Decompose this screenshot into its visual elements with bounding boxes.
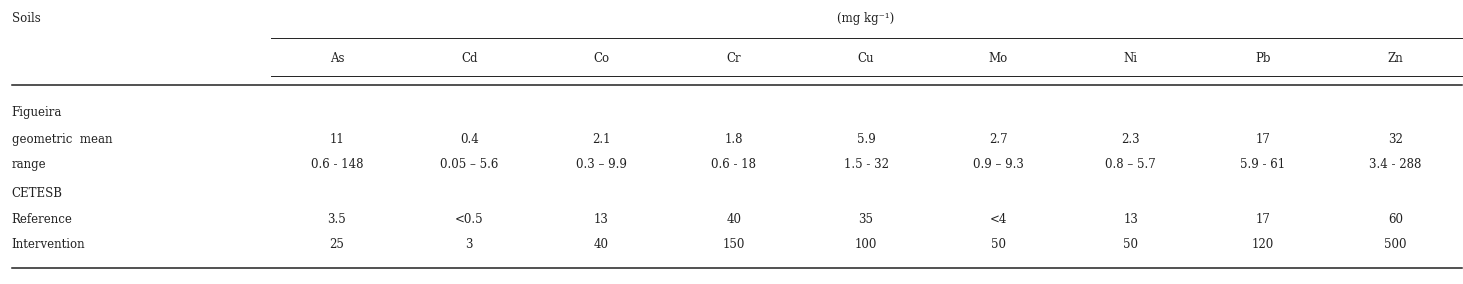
Text: (mg kg⁻¹): (mg kg⁻¹) — [837, 12, 895, 26]
Text: 5.9 - 61: 5.9 - 61 — [1241, 158, 1286, 172]
Text: Cr: Cr — [727, 52, 742, 65]
Text: 2.7: 2.7 — [989, 133, 1008, 146]
Text: Intervention: Intervention — [12, 238, 85, 251]
Text: 500: 500 — [1384, 238, 1406, 251]
Text: 0.05 – 5.6: 0.05 – 5.6 — [440, 158, 499, 172]
Text: 32: 32 — [1388, 133, 1403, 146]
Text: 0.6 - 148: 0.6 - 148 — [310, 158, 363, 172]
Text: 13: 13 — [1124, 213, 1138, 225]
Text: 3: 3 — [465, 238, 473, 251]
Text: <0.5: <0.5 — [455, 213, 483, 225]
Text: 0.9 – 9.3: 0.9 – 9.3 — [973, 158, 1024, 172]
Text: 2.1: 2.1 — [593, 133, 610, 146]
Text: 13: 13 — [594, 213, 609, 225]
Text: 40: 40 — [594, 238, 609, 251]
Text: 0.4: 0.4 — [459, 133, 478, 146]
Text: 1.8: 1.8 — [724, 133, 743, 146]
Text: 3.5: 3.5 — [328, 213, 347, 225]
Text: <4: <4 — [990, 213, 1007, 225]
Text: 1.5 - 32: 1.5 - 32 — [844, 158, 888, 172]
Text: 120: 120 — [1252, 238, 1274, 251]
Text: 150: 150 — [723, 238, 745, 251]
Text: 50: 50 — [990, 238, 1007, 251]
Text: As: As — [329, 52, 344, 65]
Text: 25: 25 — [329, 238, 344, 251]
Text: 0.3 – 9.9: 0.3 – 9.9 — [576, 158, 626, 172]
Text: Cu: Cu — [857, 52, 875, 65]
Text: 11: 11 — [329, 133, 344, 146]
Text: Mo: Mo — [989, 52, 1008, 65]
Text: 5.9: 5.9 — [857, 133, 875, 146]
Text: 3.4 - 288: 3.4 - 288 — [1369, 158, 1422, 172]
Text: 17: 17 — [1255, 133, 1270, 146]
Text: CETESB: CETESB — [12, 187, 63, 200]
Text: Zn: Zn — [1387, 52, 1403, 65]
Text: Ni: Ni — [1124, 52, 1138, 65]
Text: 100: 100 — [854, 238, 878, 251]
Text: Cd: Cd — [461, 52, 477, 65]
Text: Co: Co — [594, 52, 610, 65]
Text: 0.8 – 5.7: 0.8 – 5.7 — [1106, 158, 1156, 172]
Text: Pb: Pb — [1255, 52, 1271, 65]
Text: 0.6 - 18: 0.6 - 18 — [711, 158, 756, 172]
Text: 50: 50 — [1124, 238, 1138, 251]
Text: Figueira: Figueira — [12, 106, 61, 119]
Text: 35: 35 — [859, 213, 873, 225]
Text: range: range — [12, 158, 47, 172]
Text: 40: 40 — [726, 213, 742, 225]
Text: geometric  mean: geometric mean — [12, 133, 113, 146]
Text: Reference: Reference — [12, 213, 73, 225]
Text: 2.3: 2.3 — [1122, 133, 1140, 146]
Text: Soils: Soils — [12, 12, 41, 26]
Text: 17: 17 — [1255, 213, 1270, 225]
Text: 60: 60 — [1388, 213, 1403, 225]
